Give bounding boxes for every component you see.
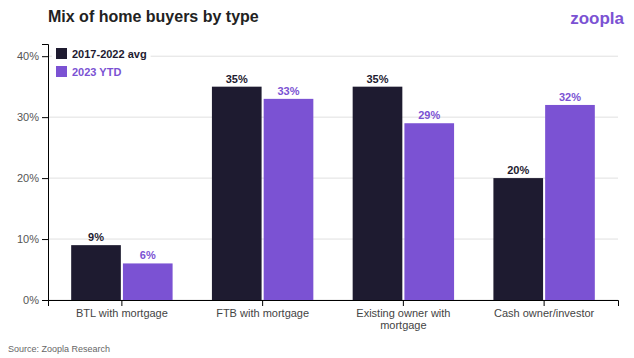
y-tick: 0% — [23, 294, 48, 306]
y-tick-label: 30% — [17, 111, 39, 123]
y-tick: 20% — [17, 172, 48, 184]
data-label: 20% — [507, 164, 529, 176]
x-tick-label: Existing owner withmortgage — [356, 307, 450, 332]
x-tick-label-line: Existing owner with — [356, 307, 450, 319]
x-tick-label: FTB with mortgage — [216, 307, 309, 319]
legend-item: 2017-2022 avg — [56, 48, 147, 60]
y-tick: 30% — [17, 111, 48, 123]
x-tick: Existing owner withmortgage — [356, 300, 450, 331]
series — [71, 87, 543, 300]
legend-background — [52, 45, 151, 81]
legend-item: 2023 YTD — [56, 66, 121, 78]
y-tick-label: 40% — [17, 50, 39, 62]
data-label: 6% — [140, 249, 156, 261]
x-tick: Cash owner/investor — [494, 300, 595, 319]
y-tick-label: 0% — [23, 294, 39, 306]
source: Source: Zoopla Research — [8, 344, 110, 354]
plot: 0% 10% 20% 30% 40% BTL with mortgage FTB with … — [17, 45, 619, 332]
y-tick-label: 20% — [17, 172, 39, 184]
data-label: 9% — [88, 231, 104, 243]
grid-line — [48, 117, 618, 118]
y-tick-mark — [42, 178, 48, 179]
data-label: 35% — [226, 73, 248, 85]
data-labels: 9% 35% 35% 20% 6% 33% 29% 32% — [88, 73, 581, 262]
x-tick-label: BTL with mortgage — [76, 307, 168, 319]
data-label: 29% — [418, 109, 440, 121]
bars — [71, 87, 595, 300]
data-label: 33% — [277, 85, 299, 97]
x-tick-label-line: BTL with mortgage — [76, 307, 168, 319]
x-tick: FTB with mortgage — [216, 300, 309, 319]
legend: 2017-2022 avg 2023 YTD — [52, 45, 151, 81]
series — [123, 99, 595, 300]
grid — [48, 56, 618, 300]
x-tick-label-line: Cash owner/investor — [494, 307, 595, 319]
y-tick-mark — [42, 239, 48, 240]
x-tick-mark — [262, 300, 263, 306]
logo: zoopla — [570, 9, 624, 28]
bar — [545, 105, 595, 300]
x-tick-label-line: FTB with mortgage — [216, 307, 309, 319]
bar — [264, 99, 314, 300]
x-axis-line — [49, 301, 619, 307]
y-tick-mark — [42, 56, 48, 57]
bar — [493, 178, 543, 300]
bar — [71, 245, 121, 300]
y-tick-mark — [42, 300, 48, 301]
x-axis: BTL with mortgage FTB with mortgage Existi… — [49, 300, 619, 331]
y-axis: 0% 10% 20% 30% 40% — [17, 45, 49, 307]
y-tick: 40% — [17, 50, 48, 62]
bar — [123, 263, 173, 300]
x-tick-mark — [121, 300, 122, 306]
legend-swatch — [56, 66, 67, 77]
y-tick-label: 10% — [17, 233, 39, 245]
bar — [404, 123, 454, 300]
x-tick-label-line: mortgage — [380, 319, 426, 331]
x-tick-label: Cash owner/investor — [494, 307, 595, 319]
legend-label: 2023 YTD — [72, 66, 121, 78]
legend-swatch — [56, 48, 67, 59]
y-axis-line — [42, 45, 49, 301]
legend-label: 2017-2022 avg — [72, 48, 147, 60]
bar — [212, 87, 262, 300]
data-label: 35% — [366, 73, 388, 85]
x-tick-mark — [544, 300, 545, 306]
x-tick: BTL with mortgage — [76, 300, 168, 319]
data-label: 32% — [559, 91, 581, 103]
title: Mix of home buyers by type — [48, 8, 259, 25]
chart: Mix of home buyers by type zoopla Source: … — [0, 0, 634, 358]
x-tick-mark — [403, 300, 404, 306]
bar — [353, 87, 403, 300]
y-tick: 10% — [17, 233, 48, 245]
y-tick-mark — [42, 117, 48, 118]
